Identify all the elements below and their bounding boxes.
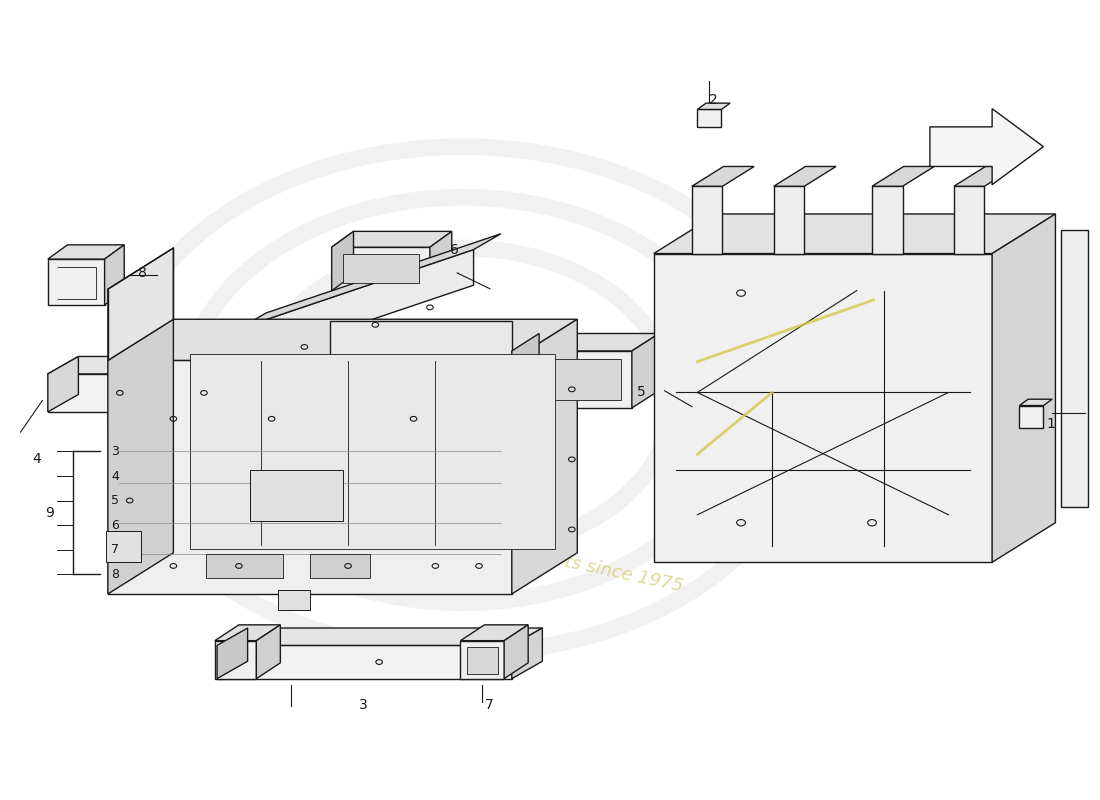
Polygon shape	[217, 628, 248, 678]
Polygon shape	[47, 245, 124, 259]
Polygon shape	[692, 186, 723, 254]
Polygon shape	[108, 319, 174, 594]
Polygon shape	[872, 166, 934, 186]
Polygon shape	[954, 166, 1016, 186]
Text: 5: 5	[111, 494, 119, 507]
Polygon shape	[104, 245, 124, 305]
Text: 7: 7	[484, 698, 493, 712]
Polygon shape	[692, 166, 755, 186]
Polygon shape	[250, 470, 342, 521]
Polygon shape	[47, 374, 288, 412]
Polygon shape	[108, 248, 174, 361]
Polygon shape	[1060, 230, 1088, 507]
Polygon shape	[239, 234, 500, 329]
Polygon shape	[47, 357, 78, 412]
Polygon shape	[217, 646, 512, 678]
Polygon shape	[631, 334, 659, 408]
Polygon shape	[992, 214, 1055, 562]
Polygon shape	[461, 625, 528, 641]
Polygon shape	[214, 641, 256, 678]
Polygon shape	[468, 647, 497, 674]
Text: 6: 6	[111, 518, 119, 531]
Polygon shape	[512, 334, 659, 351]
Polygon shape	[697, 103, 730, 110]
Polygon shape	[217, 628, 542, 646]
Text: 3: 3	[359, 698, 367, 712]
Text: 9: 9	[45, 506, 55, 520]
Text: 6: 6	[450, 242, 459, 257]
Text: 4: 4	[33, 452, 42, 466]
Polygon shape	[342, 254, 419, 283]
Polygon shape	[256, 625, 280, 678]
Polygon shape	[872, 186, 903, 254]
Polygon shape	[106, 530, 141, 562]
Polygon shape	[330, 321, 512, 361]
Polygon shape	[189, 354, 556, 549]
Text: EURO
parts: EURO parts	[722, 283, 903, 406]
Text: 8: 8	[139, 266, 147, 280]
Polygon shape	[206, 554, 283, 578]
Polygon shape	[954, 186, 985, 254]
Polygon shape	[277, 590, 310, 610]
Polygon shape	[512, 351, 631, 408]
Polygon shape	[332, 247, 430, 290]
Polygon shape	[1020, 399, 1053, 406]
Text: 7: 7	[111, 543, 119, 556]
Text: 1: 1	[1047, 417, 1056, 430]
Polygon shape	[504, 625, 528, 678]
Polygon shape	[108, 319, 578, 361]
Polygon shape	[773, 186, 804, 254]
Polygon shape	[108, 361, 512, 594]
Polygon shape	[310, 554, 370, 578]
Polygon shape	[430, 231, 452, 290]
Polygon shape	[653, 214, 1055, 254]
Text: 4: 4	[111, 470, 119, 482]
Polygon shape	[47, 357, 319, 374]
Polygon shape	[239, 250, 474, 364]
Polygon shape	[930, 109, 1044, 185]
Text: 3: 3	[111, 445, 119, 458]
Polygon shape	[47, 259, 104, 305]
Polygon shape	[214, 625, 280, 641]
Polygon shape	[653, 254, 992, 562]
Polygon shape	[1020, 406, 1044, 428]
Polygon shape	[512, 628, 542, 678]
Text: 8: 8	[111, 568, 119, 581]
Polygon shape	[332, 231, 452, 247]
Polygon shape	[697, 110, 722, 127]
Polygon shape	[332, 231, 353, 290]
Text: 2: 2	[710, 93, 718, 107]
Polygon shape	[461, 641, 504, 678]
Polygon shape	[773, 166, 836, 186]
Polygon shape	[288, 357, 319, 412]
Polygon shape	[522, 359, 622, 400]
Polygon shape	[512, 334, 539, 408]
Text: 5: 5	[637, 385, 646, 399]
Polygon shape	[512, 319, 578, 594]
Text: a passion for parts since 1975: a passion for parts since 1975	[415, 522, 685, 595]
